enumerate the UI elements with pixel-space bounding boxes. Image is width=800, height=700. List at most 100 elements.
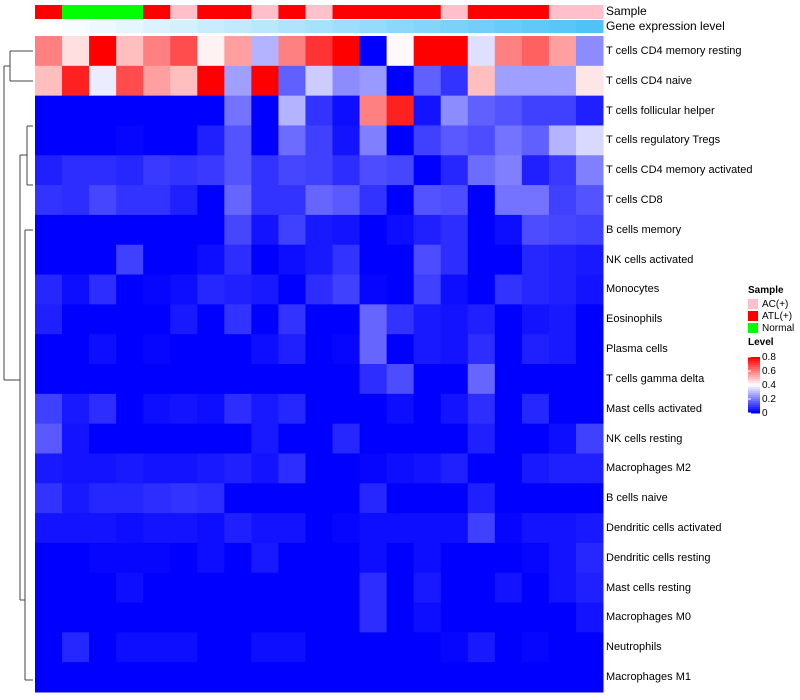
row-label: B cells memory [606, 223, 682, 236]
heatmap-cell [575, 214, 604, 246]
legend-gradient-step [748, 363, 760, 366]
legend-gradient-step [748, 365, 760, 368]
sample-annotation-cell [170, 5, 198, 19]
heatmap-cell [116, 36, 144, 67]
heatmap-cell [359, 65, 388, 97]
heatmap-cell [35, 36, 63, 67]
row-label: Plasma cells [606, 343, 668, 356]
heatmap-cell [251, 513, 279, 544]
legend-gradient-step [748, 411, 760, 414]
heatmap-cell [440, 513, 469, 544]
level-legend-gradient [748, 356, 760, 414]
heatmap-cell [116, 423, 144, 454]
row-label: Dendritic cells activated [606, 522, 722, 534]
gene-expression-annotation-cell [278, 20, 306, 33]
heatmap-cell [116, 364, 144, 395]
heatmap-cell [467, 364, 496, 395]
heatmap-cell [251, 393, 279, 425]
heatmap-cell [278, 423, 306, 454]
heatmap-cell [197, 364, 225, 395]
legend-swatch [748, 323, 758, 333]
heatmap-cell [278, 36, 306, 67]
heatmap-cell [332, 155, 361, 186]
heatmap-cell [89, 453, 117, 484]
heatmap-cell [224, 393, 252, 425]
heatmap-cell [440, 214, 469, 246]
heatmap-cell [305, 453, 334, 484]
heatmap-cell [386, 632, 415, 663]
heatmap-cell [359, 334, 388, 365]
heatmap-cell [62, 393, 90, 425]
heatmap-cell [170, 95, 198, 126]
heatmap-cell [413, 304, 442, 335]
heatmap-cell [467, 662, 496, 693]
sample-annotation-cell [278, 5, 306, 19]
heatmap-cell [386, 334, 415, 365]
legend-level-tick-label: 0 [762, 408, 768, 419]
gene-expression-annotation-cell [548, 20, 577, 33]
heatmap-cell [359, 304, 388, 335]
row-dendrogram [3, 50, 33, 681]
sample-annotation-cell [521, 5, 550, 19]
sample-annotation-cell [143, 5, 171, 19]
heatmap-cell [197, 662, 225, 693]
heatmap-cell [197, 36, 225, 67]
heatmap-cell [386, 453, 415, 484]
heatmap-cell [143, 483, 171, 514]
heatmap-cell [224, 185, 252, 216]
heatmap-cell [359, 155, 388, 186]
sample-annotation-cell [224, 5, 252, 19]
heatmap-cell [89, 602, 117, 633]
heatmap-cell [440, 393, 469, 425]
heatmap-cell [62, 632, 90, 663]
heatmap-cell [332, 274, 361, 305]
gene-expression-annotation-cell [62, 20, 90, 33]
heatmap-cell [467, 602, 496, 633]
heatmap-cell [224, 602, 252, 633]
heatmap-cell [116, 95, 144, 126]
heatmap-cell [467, 513, 496, 544]
sample-annotation-cell [305, 5, 334, 19]
legend-level-tick-label: 0.8 [762, 352, 776, 363]
heatmap-cell [440, 364, 469, 395]
sample-annotation-cell [62, 5, 90, 19]
heatmap-cell [278, 125, 306, 156]
legend-gradient-step [748, 389, 760, 392]
heatmap-cell [548, 244, 577, 276]
heatmap-cell [440, 423, 469, 454]
heatmap-cell [332, 304, 361, 335]
heatmap-cell [197, 65, 225, 97]
sample-annotation-cell [116, 5, 144, 19]
heatmap-cell [89, 185, 117, 216]
annotation-label-sample: Sample [606, 4, 647, 18]
heatmap-cell [89, 155, 117, 186]
gene-expression-annotation-cell [305, 20, 334, 33]
heatmap-cell [116, 513, 144, 544]
heatmap-cell [116, 572, 144, 604]
sample-annotation-cell [548, 5, 577, 19]
legend-level-title: Level [748, 337, 774, 348]
heatmap-cell [494, 125, 523, 156]
heatmap-cell [170, 65, 198, 97]
heatmap-cell [413, 542, 442, 574]
legend-gradient-step [748, 383, 760, 386]
legend-gradient-step [748, 373, 760, 376]
heatmap-cell [386, 393, 415, 425]
heatmap-cell [116, 185, 144, 216]
heatmap-cell [467, 542, 496, 574]
heatmap-cell [116, 542, 144, 574]
heatmap-cell [332, 214, 361, 246]
heatmap-cell [143, 662, 171, 693]
heatmap-cell [170, 423, 198, 454]
heatmap-cell [197, 483, 225, 514]
legend-sample-title: Sample [748, 285, 784, 296]
heatmap-cell [575, 662, 604, 693]
heatmap-cell [89, 662, 117, 693]
heatmap-cell [521, 214, 550, 246]
heatmap-cell [359, 244, 388, 276]
heatmap-cell [413, 125, 442, 156]
heatmap-cell [440, 602, 469, 633]
heatmap-cell [251, 36, 279, 67]
heatmap-cell [548, 453, 577, 484]
